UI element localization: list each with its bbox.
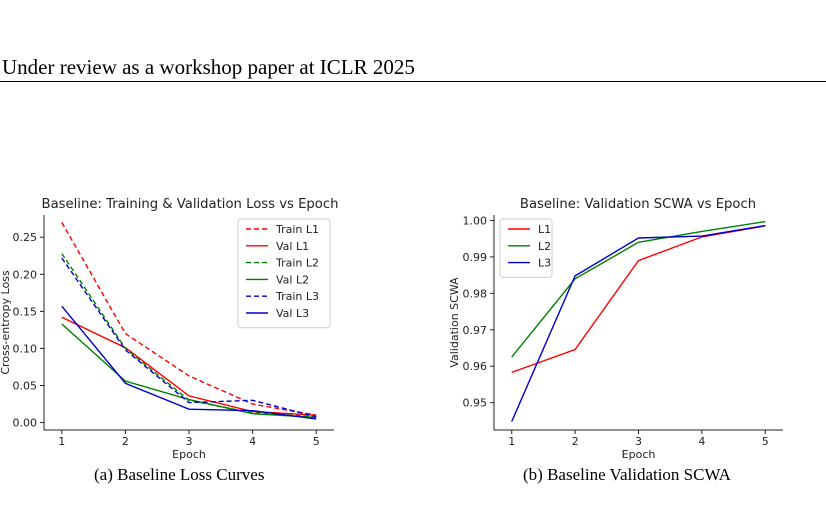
legend-label: L1 xyxy=(538,223,551,236)
series-line xyxy=(61,222,317,416)
caption-b: (b) Baseline Validation SCWA xyxy=(523,465,731,485)
y-tick-label: 0.10 xyxy=(13,342,38,355)
x-tick-label: 4 xyxy=(249,435,256,448)
y-tick-label: 0.00 xyxy=(13,417,38,430)
y-tick-label: 0.15 xyxy=(13,305,38,318)
y-tick-label: 0.20 xyxy=(13,268,38,281)
x-tick-label: 5 xyxy=(313,435,320,448)
caption-a-text: Baseline Loss Curves xyxy=(117,465,265,484)
y-axis-label: Cross-entropy Loss xyxy=(0,270,12,375)
legend-label: L2 xyxy=(538,240,551,253)
y-axis-label: Validation SCWA xyxy=(448,277,461,368)
legend-label: Train L1 xyxy=(275,223,319,236)
x-tick-label: 5 xyxy=(762,435,769,448)
y-tick-label: 0.05 xyxy=(13,380,38,393)
y-tick-label: 0.97 xyxy=(463,324,488,337)
running-header: Under review as a workshop paper at ICLR… xyxy=(2,55,415,79)
caption-b-label: (b) xyxy=(523,465,543,484)
series-line xyxy=(61,305,317,420)
x-axis-label: Epoch xyxy=(622,448,656,461)
chart-title: Baseline: Validation SCWA vs Epoch xyxy=(520,197,756,212)
x-tick-label: 4 xyxy=(698,435,705,448)
legend-label: Train L2 xyxy=(275,257,319,270)
x-axis-label: Epoch xyxy=(172,448,206,461)
y-tick-label: 1.00 xyxy=(463,214,488,227)
caption-b-text: Baseline Validation SCWA xyxy=(547,465,731,484)
y-tick-label: 0.96 xyxy=(463,360,488,373)
legend-label: Train L3 xyxy=(275,290,319,303)
caption-a-label: (a) xyxy=(94,465,113,484)
y-tick-label: 0.25 xyxy=(13,231,38,244)
y-tick-label: 0.99 xyxy=(463,251,488,264)
chart-title: Baseline: Training & Validation Loss vs … xyxy=(42,197,339,212)
loss-chart: Baseline: Training & Validation Loss vs … xyxy=(0,197,338,461)
x-tick-label: 3 xyxy=(186,435,193,448)
x-tick-label: 1 xyxy=(58,435,65,448)
legend-label: Val L3 xyxy=(276,307,309,320)
y-tick-label: 0.98 xyxy=(463,287,488,300)
legend-label: L3 xyxy=(538,257,551,270)
y-tick-label: 0.95 xyxy=(463,397,488,410)
x-tick-label: 1 xyxy=(508,435,515,448)
x-tick-label: 2 xyxy=(122,435,129,448)
header-rule xyxy=(0,81,826,82)
x-tick-label: 3 xyxy=(635,435,642,448)
legend-label: Val L2 xyxy=(276,273,309,286)
legend-label: Val L1 xyxy=(276,240,309,253)
series-line xyxy=(61,257,317,418)
series-line xyxy=(511,224,766,422)
series-line xyxy=(61,323,317,419)
series-line xyxy=(511,220,766,358)
x-tick-label: 2 xyxy=(572,435,579,448)
caption-a: (a) Baseline Loss Curves xyxy=(94,465,264,485)
scwa-chart: Baseline: Validation SCWA vs Epoch 1 2 3 4 5 0… xyxy=(448,197,783,461)
